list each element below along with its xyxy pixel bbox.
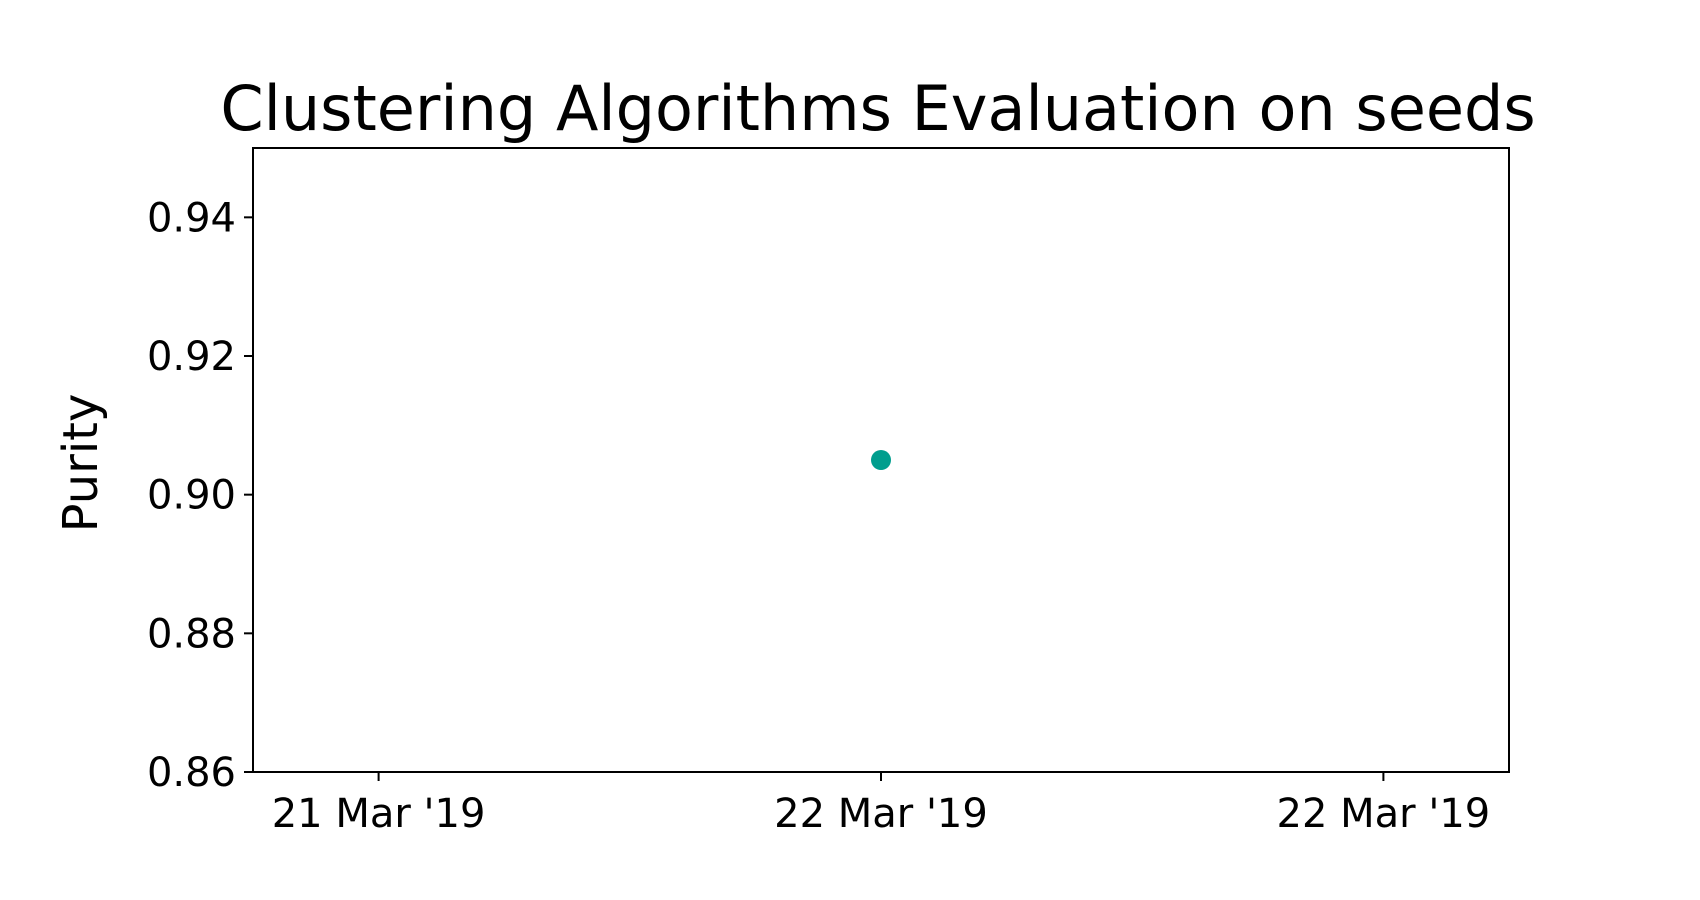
y-tick-label: 0.88 (147, 611, 236, 657)
y-tick-label: 0.94 (147, 195, 236, 241)
x-tick-label: 22 Mar '19 (774, 791, 988, 837)
y-axis: 0.86 0.88 0.90 0.92 0.94 (147, 195, 253, 796)
data-points (871, 450, 891, 470)
x-tick-label: 21 Mar '19 (272, 791, 486, 837)
y-tick-label: 0.90 (147, 473, 236, 519)
y-axis-label: Purity (53, 394, 109, 533)
chart-title: Clustering Algorithms Evaluation on seed… (220, 72, 1535, 145)
data-point (871, 450, 891, 470)
y-tick-label: 0.86 (147, 750, 236, 796)
y-tick-label: 0.92 (147, 334, 236, 380)
x-axis: 21 Mar '19 22 Mar '19 22 Mar '19 (272, 772, 1491, 837)
x-tick-label: 22 Mar '19 (1277, 791, 1491, 837)
